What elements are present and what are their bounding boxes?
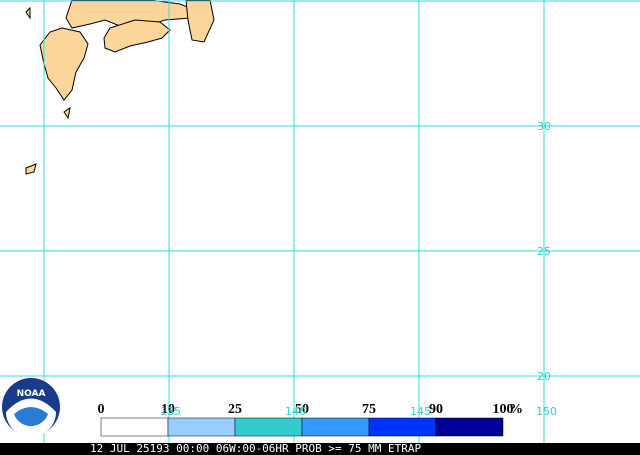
lon-label: 150 bbox=[536, 405, 557, 418]
legend-swatch bbox=[368, 417, 437, 437]
island bbox=[63, 106, 71, 120]
legend-swatch bbox=[167, 417, 236, 437]
land bbox=[25, 0, 215, 175]
logo-sea bbox=[14, 407, 48, 427]
shikoku bbox=[103, 19, 171, 53]
kii bbox=[185, 0, 215, 43]
legend-tick: 50 bbox=[295, 402, 309, 417]
legend-tick: 25 bbox=[228, 402, 242, 417]
legend-swatch bbox=[234, 417, 303, 437]
legend-swatch bbox=[100, 417, 169, 437]
legend-swatch bbox=[435, 417, 504, 437]
lon-labels: 135 140 145 150 bbox=[160, 405, 557, 418]
legend-tick: 100 bbox=[493, 402, 514, 417]
legend: 0 10 25 50 75 90 100% bbox=[98, 402, 523, 437]
island bbox=[25, 163, 37, 175]
legend-unit: % bbox=[509, 402, 523, 417]
legend-tick: 90 bbox=[429, 402, 443, 417]
lon-label: 135 bbox=[160, 405, 181, 418]
lon-label: 140 bbox=[285, 405, 306, 418]
lat-label: 25 bbox=[537, 245, 551, 258]
lat-label: 30 bbox=[537, 120, 551, 133]
logo-text: NOAA bbox=[17, 389, 46, 399]
island bbox=[25, 6, 31, 20]
legend-swatch bbox=[301, 417, 370, 437]
lon-label: 145 bbox=[410, 405, 431, 418]
legend-tick: 10 bbox=[161, 402, 175, 417]
noaa-logo: NOAA bbox=[2, 378, 60, 437]
legend-tick: 0 bbox=[98, 402, 105, 417]
kyushu bbox=[39, 27, 89, 101]
footer-text: 12 JUL 25193 00:00 06W:00-06HR PROB >= 7… bbox=[90, 442, 422, 455]
legend-tick: 75 bbox=[362, 402, 376, 417]
grid bbox=[0, 0, 640, 443]
lat-label: 20 bbox=[537, 370, 551, 383]
lat-labels: 30 25 20 bbox=[537, 120, 551, 383]
footer-bar bbox=[0, 443, 640, 455]
